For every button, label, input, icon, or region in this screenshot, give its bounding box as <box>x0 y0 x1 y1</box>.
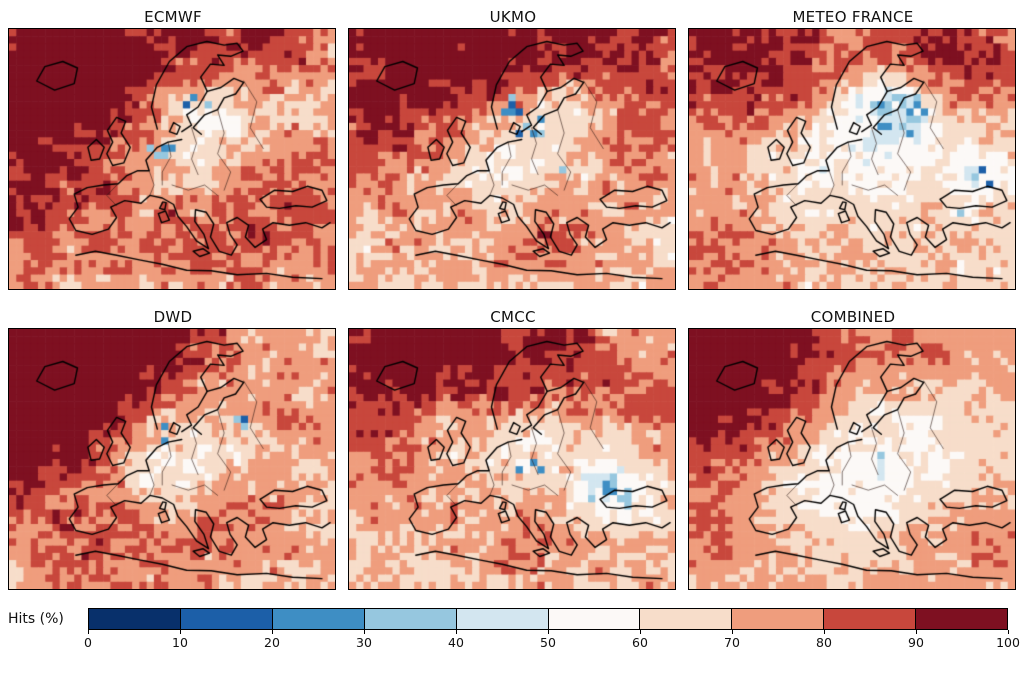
panel-title-dwd: DWD <box>153 308 193 326</box>
panel-ukmo: UKMO <box>348 6 678 290</box>
map-frame <box>8 328 336 590</box>
map-canvas-meteo-france <box>689 29 1015 289</box>
map-frame <box>688 328 1016 590</box>
panel-title-cmcc: CMCC <box>490 308 536 326</box>
colorbar-tick <box>640 630 641 634</box>
colorbar-tick-label: 40 <box>448 635 464 650</box>
panel-meteo-france: METEO FRANCE <box>688 6 1018 290</box>
colorbar-tick <box>1008 630 1009 634</box>
colorbar-tick-label: 100 <box>996 635 1020 650</box>
panel-grid: ECMWF UKMO METEO FRANCE DWD CMCC <box>8 6 1018 590</box>
colorbar-tick-label: 0 <box>84 635 92 650</box>
colorbar-segment <box>916 609 1008 629</box>
panel-title-ukmo: UKMO <box>489 8 537 26</box>
colorbar-label: Hits (%) <box>8 611 64 627</box>
colorbar-segment <box>364 609 457 629</box>
colorbar-tick-label: 80 <box>816 635 832 650</box>
colorbar-segment <box>456 609 549 629</box>
map-frame <box>688 28 1016 290</box>
panel-combined: COMBINED <box>688 306 1018 590</box>
colorbar-tick-label: 10 <box>172 635 188 650</box>
map-frame <box>348 328 676 590</box>
panel-cmcc: CMCC <box>348 306 678 590</box>
colorbar-segment <box>732 609 825 629</box>
colorbar-tick <box>548 630 549 634</box>
colorbar-tick <box>364 630 365 634</box>
colorbar-row: Hits (%) 0 10 20 30 40 50 60 70 80 90 100 <box>0 608 1024 650</box>
map-canvas-ukmo <box>349 29 675 289</box>
colorbar-tick-label: 70 <box>724 635 740 650</box>
colorbar-tick <box>272 630 273 634</box>
map-frame <box>348 28 676 290</box>
colorbar-segment <box>640 609 733 629</box>
colorbar-segment <box>89 609 181 629</box>
colorbar-segment <box>272 609 365 629</box>
map-canvas-combined <box>689 329 1015 589</box>
colorbar-tick-label: 50 <box>540 635 556 650</box>
panel-dwd: DWD <box>8 306 338 590</box>
colorbar-tick <box>916 630 917 634</box>
map-canvas-cmcc <box>349 329 675 589</box>
colorbar-tick-label: 60 <box>632 635 648 650</box>
colorbar-segment <box>548 609 641 629</box>
colorbar-tick <box>180 630 181 634</box>
colorbar-tick <box>732 630 733 634</box>
colorbar-segment <box>180 609 273 629</box>
panel-ecmwf: ECMWF <box>8 6 338 290</box>
colorbar-segment <box>824 609 917 629</box>
colorbar-tick-label: 20 <box>264 635 280 650</box>
colorbar-tick-label: 90 <box>908 635 924 650</box>
map-canvas-ecmwf <box>9 29 335 289</box>
colorbar-tick <box>824 630 825 634</box>
colorbar: 0 10 20 30 40 50 60 70 80 90 100 <box>84 608 1020 650</box>
panel-title-meteo-france: METEO FRANCE <box>792 8 914 26</box>
colorbar-bar <box>88 608 1008 630</box>
panel-title-combined: COMBINED <box>810 308 896 326</box>
colorbar-tick <box>456 630 457 634</box>
panel-title-ecmwf: ECMWF <box>144 8 202 26</box>
colorbar-tick-label: 30 <box>356 635 372 650</box>
map-frame <box>8 28 336 290</box>
map-canvas-dwd <box>9 329 335 589</box>
colorbar-tick <box>88 630 89 634</box>
